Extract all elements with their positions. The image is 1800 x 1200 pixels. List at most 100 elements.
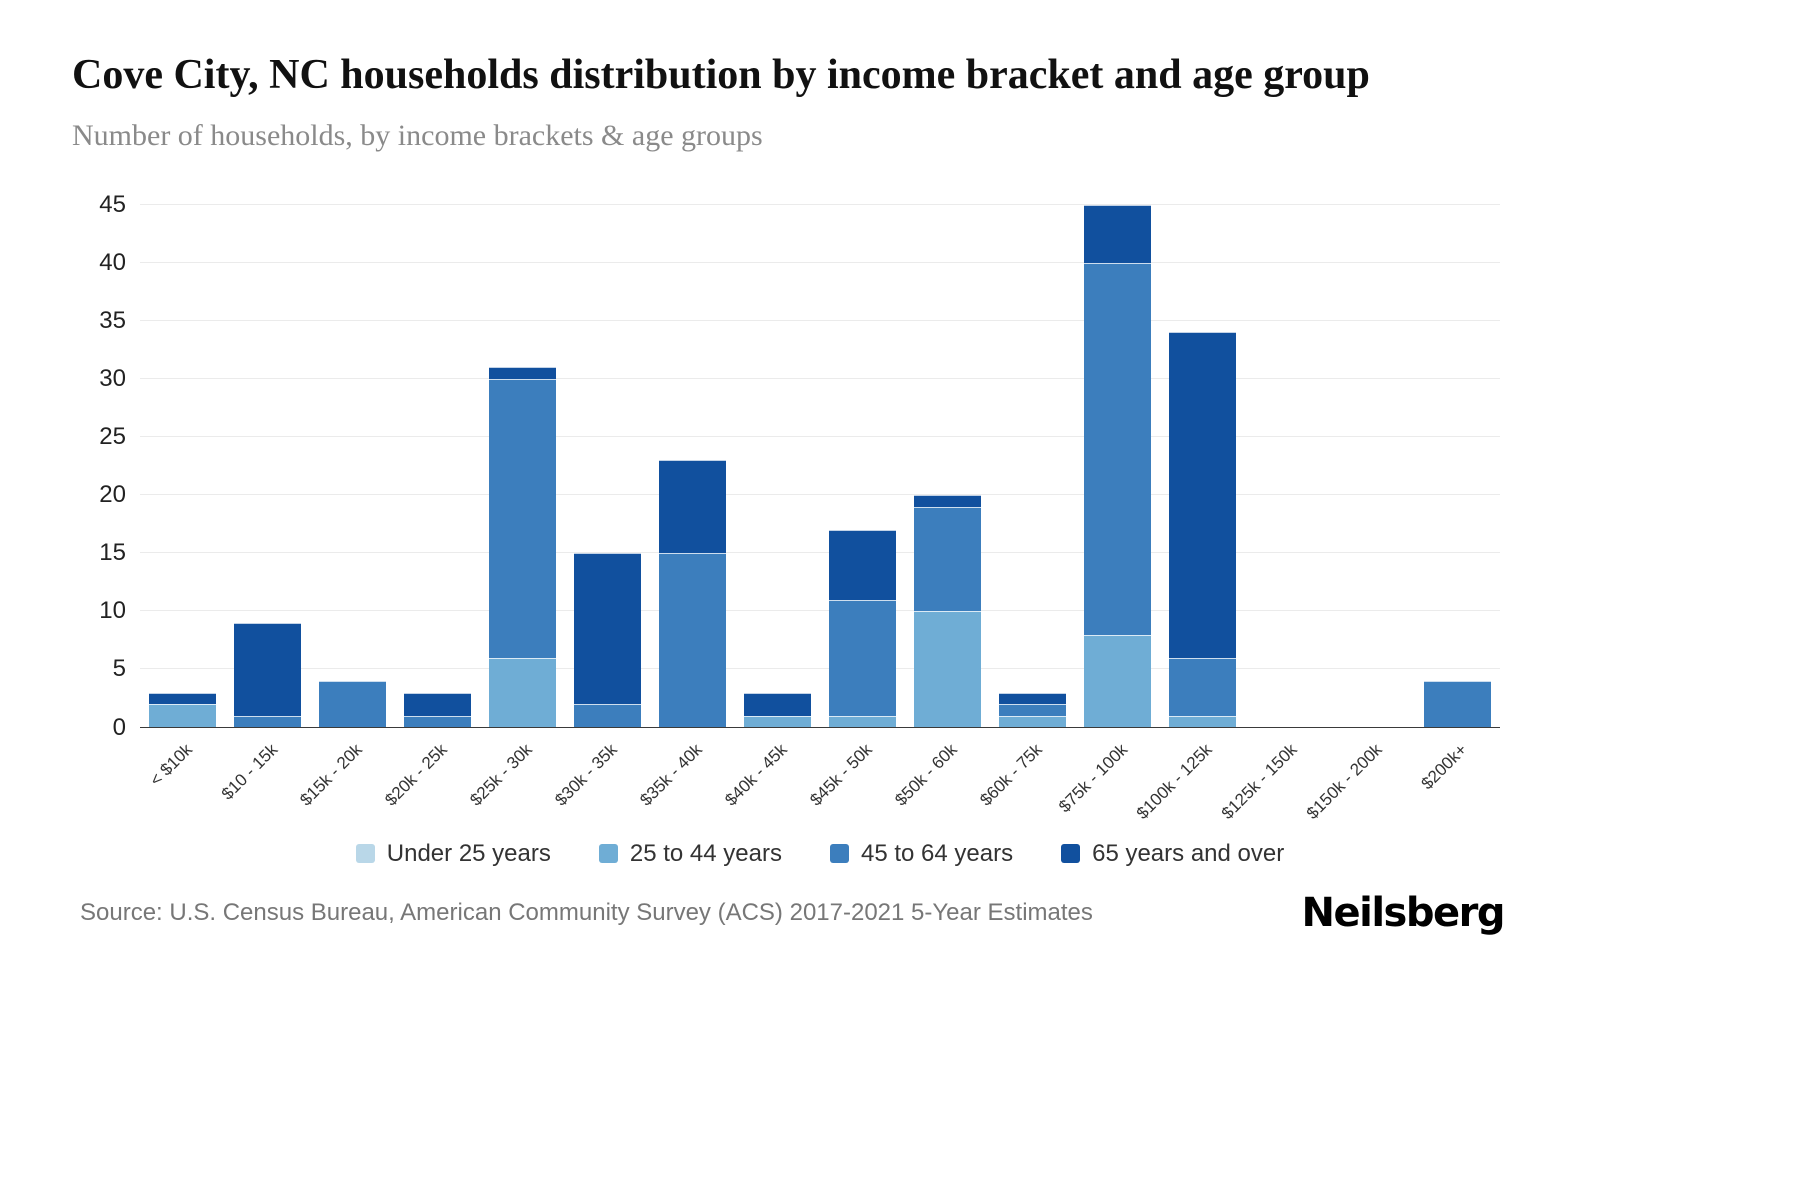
- legend-swatch-icon: [1061, 844, 1081, 864]
- gridline: 35: [99, 307, 1500, 334]
- gridline: 30: [99, 365, 1500, 392]
- bar-slot: $45k - 50k: [806, 205, 905, 809]
- y-tick-label: 40: [99, 248, 126, 276]
- bar-slot: $30k - 35k: [551, 205, 650, 809]
- bar-slot: $50k - 60k: [891, 205, 990, 809]
- footer: Source: U.S. Census Bureau, American Com…: [80, 889, 1506, 936]
- bar-slot: $20k - 25k: [381, 205, 480, 809]
- bars-row: < $10k $10 - 15k $15k - 20k $20k - 25k $25k …: [140, 204, 1500, 823]
- bar-segment[interactable]: [1169, 715, 1236, 728]
- x-tick-label: $200k+: [1417, 739, 1471, 793]
- bar-slot: $75k - 100k: [1055, 204, 1160, 816]
- x-tick-label: $40k - 45k: [721, 739, 791, 810]
- bar-segment[interactable]: [914, 611, 981, 728]
- bar-slot: $25k - 30k: [466, 205, 565, 809]
- bar-segment[interactable]: [1084, 204, 1151, 263]
- bar-column: [404, 205, 471, 728]
- bar-segment[interactable]: [319, 681, 386, 728]
- bar-segment[interactable]: [574, 704, 641, 728]
- gridline: 45: [99, 191, 1500, 218]
- bar-segment[interactable]: [234, 623, 301, 716]
- bar-column: [1254, 205, 1320, 728]
- bar-segment[interactable]: [1084, 262, 1151, 635]
- bar-segment[interactable]: [574, 553, 641, 705]
- bar-segment[interactable]: [999, 704, 1066, 716]
- y-tick-label: 35: [99, 306, 126, 334]
- bar-column: [319, 205, 386, 728]
- bar-slot: $125k - 150k: [1218, 205, 1330, 823]
- bar-segment[interactable]: [829, 599, 896, 716]
- x-tick-label: $75k - 100k: [1054, 739, 1131, 816]
- bar-segment[interactable]: [489, 657, 556, 728]
- bar-segment[interactable]: [1424, 681, 1491, 728]
- bar-column: [1169, 205, 1236, 728]
- bar-segment[interactable]: [999, 715, 1066, 728]
- bar-segment[interactable]: [489, 378, 556, 658]
- gridline: 10: [99, 597, 1500, 624]
- bar-segment[interactable]: [744, 715, 811, 728]
- bar-column: [1084, 204, 1151, 728]
- legend-label: 65 years and over: [1092, 839, 1285, 867]
- bar-segment[interactable]: [659, 460, 726, 554]
- bar-segment[interactable]: [914, 495, 981, 507]
- chart: < $10k $10 - 15k $15k - 20k $20k - 25k $25k …: [99, 191, 1500, 868]
- y-tick-label: 30: [99, 364, 126, 392]
- bar-segment[interactable]: [914, 506, 981, 612]
- legend-swatch-icon: [829, 844, 849, 864]
- bar-column: [574, 205, 641, 728]
- bar-slot: $35k - 40k: [636, 205, 735, 809]
- gridline: 40: [99, 249, 1500, 276]
- legend-item[interactable]: 25 to 44 years: [598, 840, 782, 868]
- bar-segment[interactable]: [1169, 332, 1236, 658]
- bar-column: [744, 205, 811, 728]
- bar-segment[interactable]: [1084, 634, 1151, 728]
- x-tick-label: $150k - 200k: [1302, 739, 1386, 823]
- gridline: 5: [113, 655, 1500, 682]
- bar-segment[interactable]: [829, 530, 896, 600]
- bar-segment[interactable]: [659, 553, 726, 728]
- legend-swatch-icon: [598, 844, 618, 864]
- gridline: 25: [99, 423, 1500, 450]
- bar-segment[interactable]: [404, 692, 471, 716]
- x-tick-label: $35k - 40k: [636, 739, 706, 810]
- bar-segment[interactable]: [404, 715, 471, 728]
- x-tick-label: $45k - 50k: [806, 739, 876, 810]
- chart-title: Cove City, NC households distribution by…: [72, 52, 1370, 98]
- neilsberg-logo[interactable]: Neilsberg: [1301, 889, 1506, 936]
- bar-segment[interactable]: [999, 692, 1066, 705]
- bar-segment[interactable]: [1169, 657, 1236, 716]
- bar-segment[interactable]: [234, 715, 301, 728]
- legend-label: 45 to 64 years: [860, 839, 1014, 867]
- bar-segment[interactable]: [149, 704, 216, 728]
- y-tick-label: 25: [99, 423, 126, 451]
- bar-segment[interactable]: [829, 715, 896, 728]
- bar-segment[interactable]: [744, 692, 811, 716]
- legend-item[interactable]: 45 to 64 years: [829, 839, 1014, 868]
- x-axis-baseline: 0: [113, 714, 1500, 741]
- legend-item[interactable]: 65 years and over: [1061, 840, 1284, 868]
- bar-segment[interactable]: [149, 692, 216, 705]
- y-tick-label: 10: [99, 597, 126, 625]
- bar-slot: $200k+: [1415, 205, 1500, 793]
- bar-slot: $40k - 45k: [721, 205, 820, 809]
- x-tick-label: $50k - 60k: [891, 739, 961, 810]
- x-tick-label: $20k - 25k: [381, 739, 451, 810]
- y-tick-label: 5: [112, 655, 126, 683]
- x-tick-label: $30k - 35k: [551, 739, 621, 810]
- x-tick-label: $15k - 20k: [296, 739, 366, 810]
- legend-item[interactable]: Under 25 years: [355, 839, 551, 868]
- y-tick-label: 0: [112, 713, 126, 741]
- y-tick-label: 20: [99, 481, 126, 509]
- bar-slot: < $10k: [140, 205, 225, 789]
- bar-column: [659, 205, 726, 728]
- bar-slot: $15k - 20k: [296, 205, 395, 809]
- bar-column: [149, 205, 216, 728]
- gridline: 20: [99, 481, 1500, 508]
- source-text: Source: U.S. Census Bureau, American Com…: [80, 898, 1093, 926]
- legend-label: Under 25 years: [386, 839, 551, 867]
- bar-segment[interactable]: [489, 367, 556, 379]
- plot-area: < $10k $10 - 15k $15k - 20k $20k - 25k $25k …: [99, 191, 1500, 823]
- bar-slot: $100k - 125k: [1133, 205, 1245, 823]
- bar-slot: $150k - 200k: [1303, 205, 1415, 823]
